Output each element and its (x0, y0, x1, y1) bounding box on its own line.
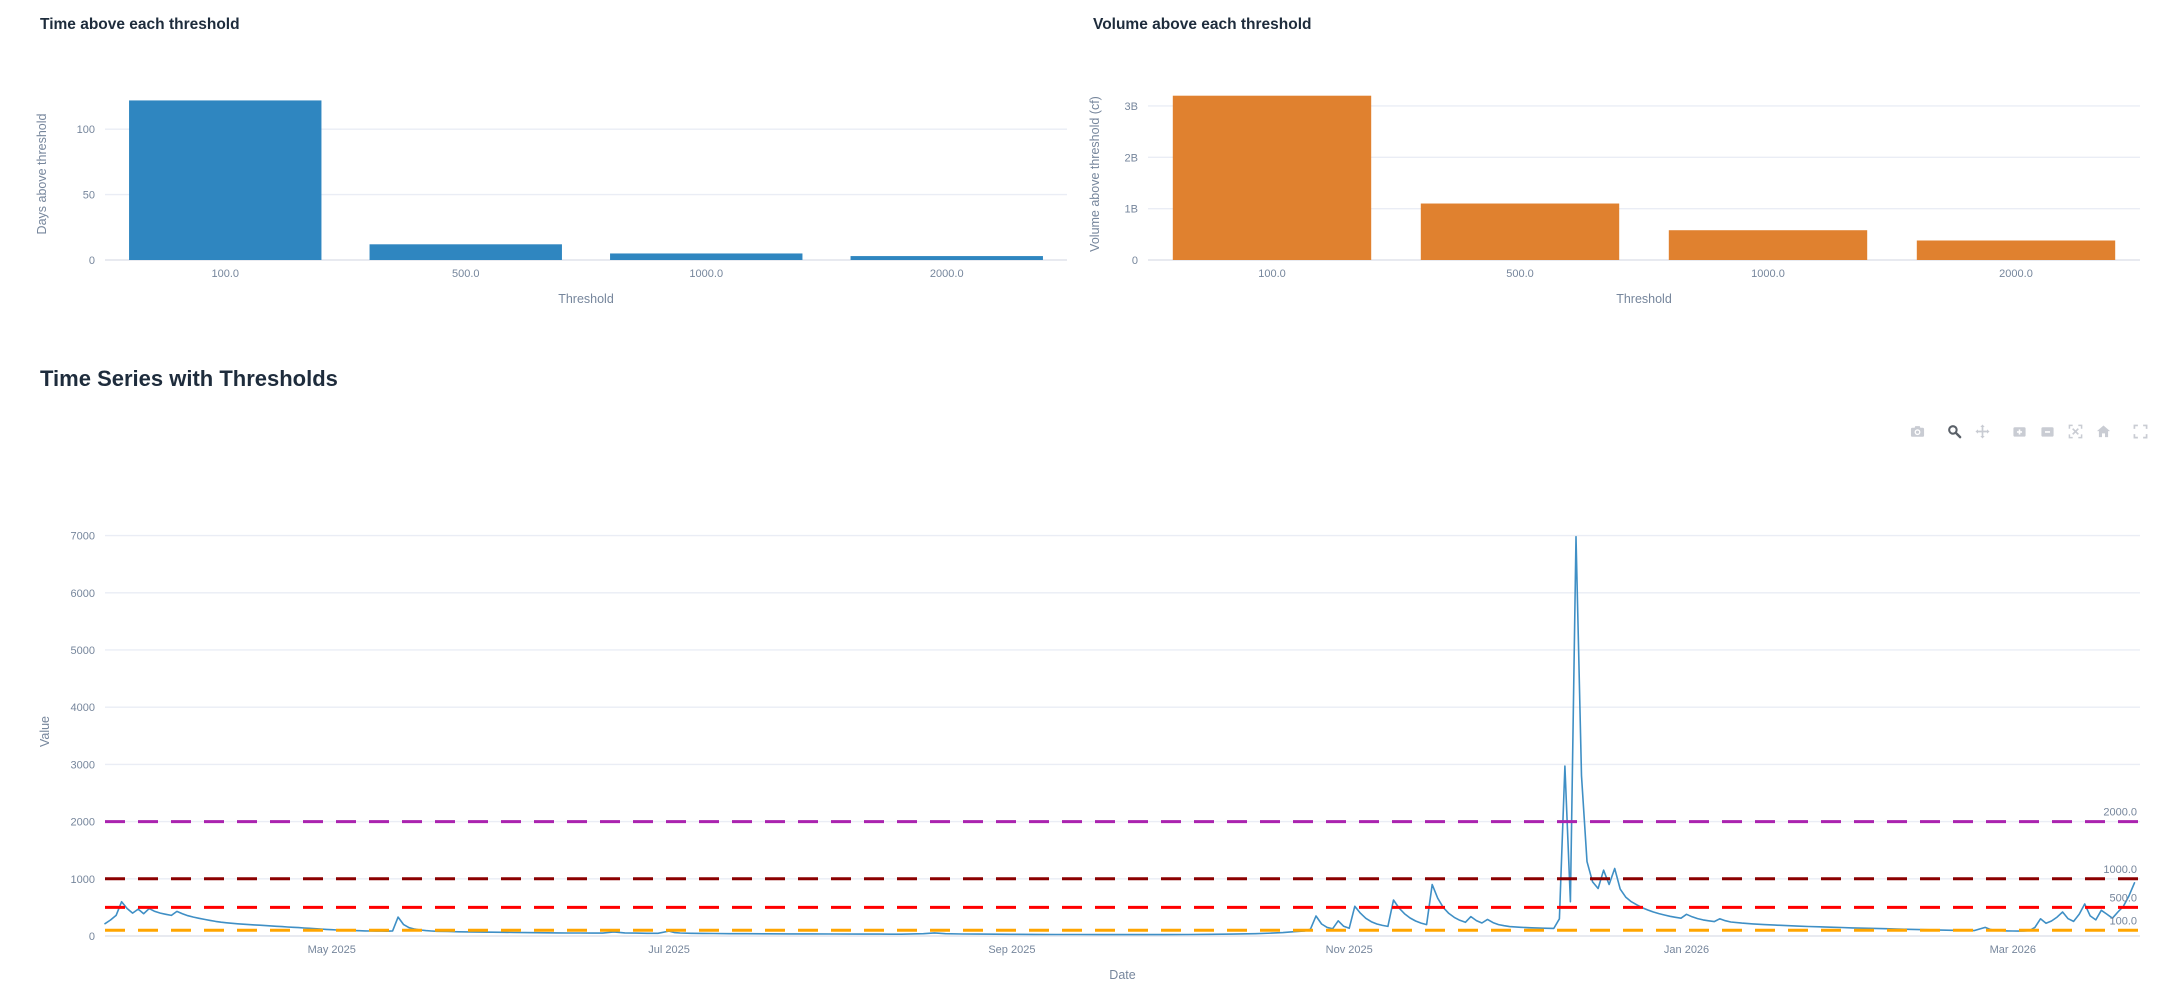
zoom-out-icon (2040, 426, 2054, 437)
autoscale-icon (2068, 424, 2082, 438)
svg-text:Value: Value (38, 716, 52, 747)
svg-text:Mar 2026: Mar 2026 (1990, 944, 2036, 956)
svg-text:50: 50 (83, 190, 95, 202)
svg-text:May 2025: May 2025 (308, 944, 356, 956)
svg-text:Date: Date (1109, 968, 1135, 982)
svg-text:500.0: 500.0 (2109, 892, 2137, 904)
svg-text:1B: 1B (1125, 204, 1138, 216)
svg-text:2B: 2B (1125, 152, 1138, 164)
zoom-out-button[interactable] (2036, 420, 2058, 442)
plotly-modebar (1903, 420, 2154, 442)
time-above-threshold-chart: Time above each threshold 0 50 100 Threshol… (0, 0, 1086, 330)
download-png-button[interactable] (1906, 420, 1928, 442)
chart-title-volume: Volume above each threshold (1093, 16, 1312, 33)
reset-axes-button[interactable] (2092, 420, 2114, 442)
svg-text:Threshold: Threshold (558, 292, 614, 306)
chart-title-days: Time above each threshold (40, 16, 240, 33)
volume-above-threshold-chart: Volume above each threshold 0 1B 2B 3B Thres… (1086, 0, 2173, 330)
fullscreen-icon (2133, 424, 2147, 438)
pan-button[interactable] (1971, 420, 1993, 442)
svg-text:500.0: 500.0 (1506, 268, 1534, 280)
svg-text:Days above threshold: Days above threshold (35, 114, 49, 235)
svg-text:1000.0: 1000.0 (689, 268, 723, 280)
camera-icon (1910, 425, 1924, 437)
svg-text:100.0: 100.0 (2109, 915, 2137, 927)
svg-text:2000.0: 2000.0 (2103, 807, 2137, 819)
svg-text:100.0: 100.0 (211, 268, 239, 280)
svg-text:Nov 2025: Nov 2025 (1326, 944, 1373, 956)
home-icon (2096, 425, 2110, 437)
days-above-threshold-plot[interactable]: 0 50 100 Threshold Days above threshold 100.0… (0, 0, 1086, 330)
svg-text:0: 0 (89, 931, 95, 943)
zoom-button[interactable] (1943, 420, 1965, 442)
svg-text:100.0: 100.0 (1258, 268, 1286, 280)
svg-text:3B: 3B (1125, 101, 1138, 113)
svg-text:Jan 2026: Jan 2026 (1664, 944, 1709, 956)
svg-text:4000: 4000 (71, 702, 95, 714)
svg-text:0: 0 (1132, 255, 1138, 267)
zoom-in-icon (2012, 426, 2026, 437)
svg-text:100: 100 (77, 124, 95, 136)
svg-text:Threshold: Threshold (1616, 292, 1672, 306)
time-series-plot[interactable]: 0 1000 2000 3000 4000 5000 6000 7000 Date Value Ma… (0, 500, 2173, 1002)
pan-arrows-icon (1974, 423, 1990, 439)
time-series-chart: 0 1000 2000 3000 4000 5000 6000 7000 Date Value Ma… (0, 500, 2173, 1002)
volume-above-threshold-plot[interactable]: 0 1B 2B 3B Threshold Volume above threshold (… (1086, 0, 2173, 330)
svg-text:5000: 5000 (71, 645, 95, 657)
zoom-in-button[interactable] (2008, 420, 2030, 442)
svg-text:Sep 2025: Sep 2025 (988, 944, 1035, 956)
svg-text:3000: 3000 (71, 759, 95, 771)
svg-text:2000: 2000 (71, 817, 95, 829)
autoscale-button[interactable] (2064, 420, 2086, 442)
svg-text:6000: 6000 (71, 588, 95, 600)
svg-text:500.0: 500.0 (452, 268, 480, 280)
fullscreen-button[interactable] (2129, 420, 2151, 442)
svg-text:Volume above threshold (cf): Volume above threshold (cf) (1088, 96, 1102, 252)
svg-text:2000.0: 2000.0 (1999, 268, 2033, 280)
section-title: Time Series with Thresholds (40, 366, 338, 391)
svg-text:1000.0: 1000.0 (2103, 864, 2137, 876)
svg-text:Jul 2025: Jul 2025 (648, 944, 690, 956)
svg-text:7000: 7000 (71, 531, 95, 543)
magnifier-icon (1947, 424, 1961, 438)
svg-text:2000.0: 2000.0 (930, 268, 964, 280)
svg-text:1000.0: 1000.0 (1751, 268, 1785, 280)
svg-text:1000: 1000 (71, 874, 95, 886)
svg-text:0: 0 (89, 255, 95, 267)
